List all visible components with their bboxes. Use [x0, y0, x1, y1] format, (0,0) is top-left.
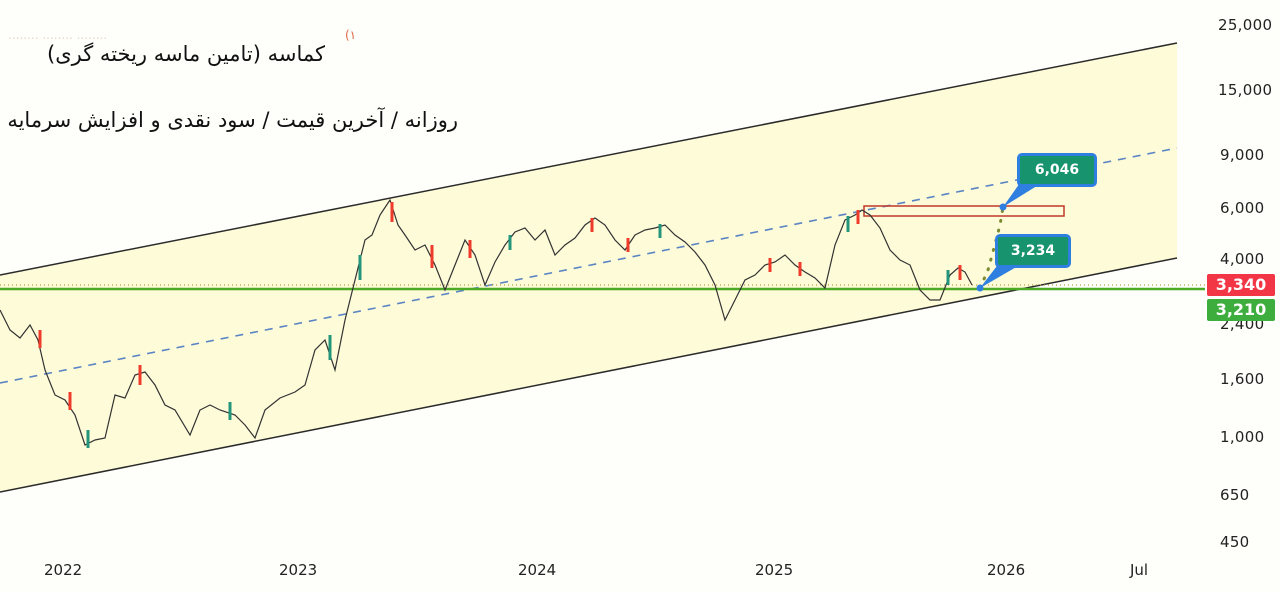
- y-tick: 4,000: [1220, 250, 1265, 268]
- channel-lower-line[interactable]: [0, 257, 1178, 493]
- chart-title: کماسه (تامین ماسه ریخته گری): [47, 42, 325, 66]
- channel-upper-line[interactable]: [0, 42, 1178, 276]
- faint-header-mark: (۱: [345, 28, 357, 42]
- target-point[interactable]: [999, 203, 1007, 211]
- x-tick: Jul: [1130, 561, 1149, 579]
- y-tick: 9,000: [1220, 146, 1265, 164]
- y-tick: 15,000: [1218, 81, 1273, 99]
- faint-header-text: ........ ........ ........: [8, 28, 108, 42]
- dashed-trend-line[interactable]: [0, 147, 1178, 384]
- projection-path: [978, 205, 1005, 290]
- y-tick: 650: [1220, 486, 1250, 504]
- y-tick: 25,000: [1218, 16, 1273, 34]
- target-callout[interactable]: 6,046: [1017, 153, 1097, 187]
- support-price-tag[interactable]: 3,210: [1207, 299, 1275, 321]
- x-tick: 2022: [44, 561, 83, 579]
- ascending-channel-fill: [0, 43, 1177, 492]
- y-tick: 450: [1220, 533, 1250, 551]
- price-series: [0, 198, 973, 446]
- y-tick: 1,000: [1220, 428, 1265, 446]
- x-tick: 2025: [755, 561, 794, 579]
- x-tick: 2026: [987, 561, 1026, 579]
- entry-callout[interactable]: 3,234: [995, 234, 1071, 268]
- x-tick: 2023: [279, 561, 318, 579]
- entry-callout-pointer: [980, 262, 1018, 288]
- last-price-tag[interactable]: 3,340: [1207, 274, 1275, 296]
- y-tick: 6,000: [1220, 199, 1265, 217]
- x-tick: 2024: [518, 561, 557, 579]
- entry-point[interactable]: [976, 284, 984, 292]
- chart-subtitle: روزانه / آخرین قیمت / سود نقدی و افزایش …: [7, 108, 458, 132]
- y-tick: 1,600: [1220, 370, 1265, 388]
- candles: [38, 202, 962, 448]
